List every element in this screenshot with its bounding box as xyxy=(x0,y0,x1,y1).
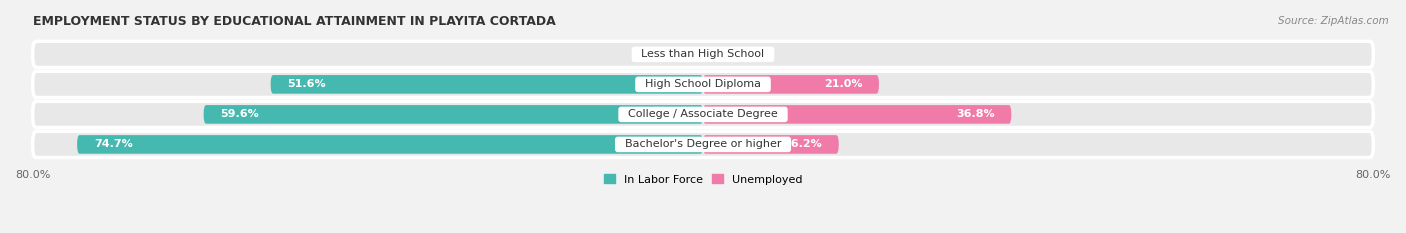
FancyBboxPatch shape xyxy=(703,75,879,94)
FancyBboxPatch shape xyxy=(32,131,1374,158)
Text: High School Diploma: High School Diploma xyxy=(638,79,768,89)
Text: 16.2%: 16.2% xyxy=(783,139,823,149)
Text: College / Associate Degree: College / Associate Degree xyxy=(621,110,785,119)
Text: 74.7%: 74.7% xyxy=(94,139,132,149)
Text: Bachelor's Degree or higher: Bachelor's Degree or higher xyxy=(617,139,789,149)
FancyBboxPatch shape xyxy=(32,101,1374,127)
FancyBboxPatch shape xyxy=(270,75,703,94)
Text: EMPLOYMENT STATUS BY EDUCATIONAL ATTAINMENT IN PLAYITA CORTADA: EMPLOYMENT STATUS BY EDUCATIONAL ATTAINM… xyxy=(32,15,555,28)
FancyBboxPatch shape xyxy=(32,71,1374,97)
Legend: In Labor Force, Unemployed: In Labor Force, Unemployed xyxy=(599,170,807,189)
Text: 51.6%: 51.6% xyxy=(287,79,326,89)
Text: 0.0%: 0.0% xyxy=(655,49,686,59)
Text: 59.6%: 59.6% xyxy=(221,110,259,119)
Text: 36.8%: 36.8% xyxy=(956,110,994,119)
FancyBboxPatch shape xyxy=(703,135,839,154)
FancyBboxPatch shape xyxy=(32,41,1374,67)
Text: Source: ZipAtlas.com: Source: ZipAtlas.com xyxy=(1278,16,1389,26)
Text: 0.0%: 0.0% xyxy=(720,49,751,59)
Text: Less than High School: Less than High School xyxy=(634,49,772,59)
FancyBboxPatch shape xyxy=(703,105,1011,124)
FancyBboxPatch shape xyxy=(204,105,703,124)
Text: 21.0%: 21.0% xyxy=(824,79,862,89)
FancyBboxPatch shape xyxy=(77,135,703,154)
